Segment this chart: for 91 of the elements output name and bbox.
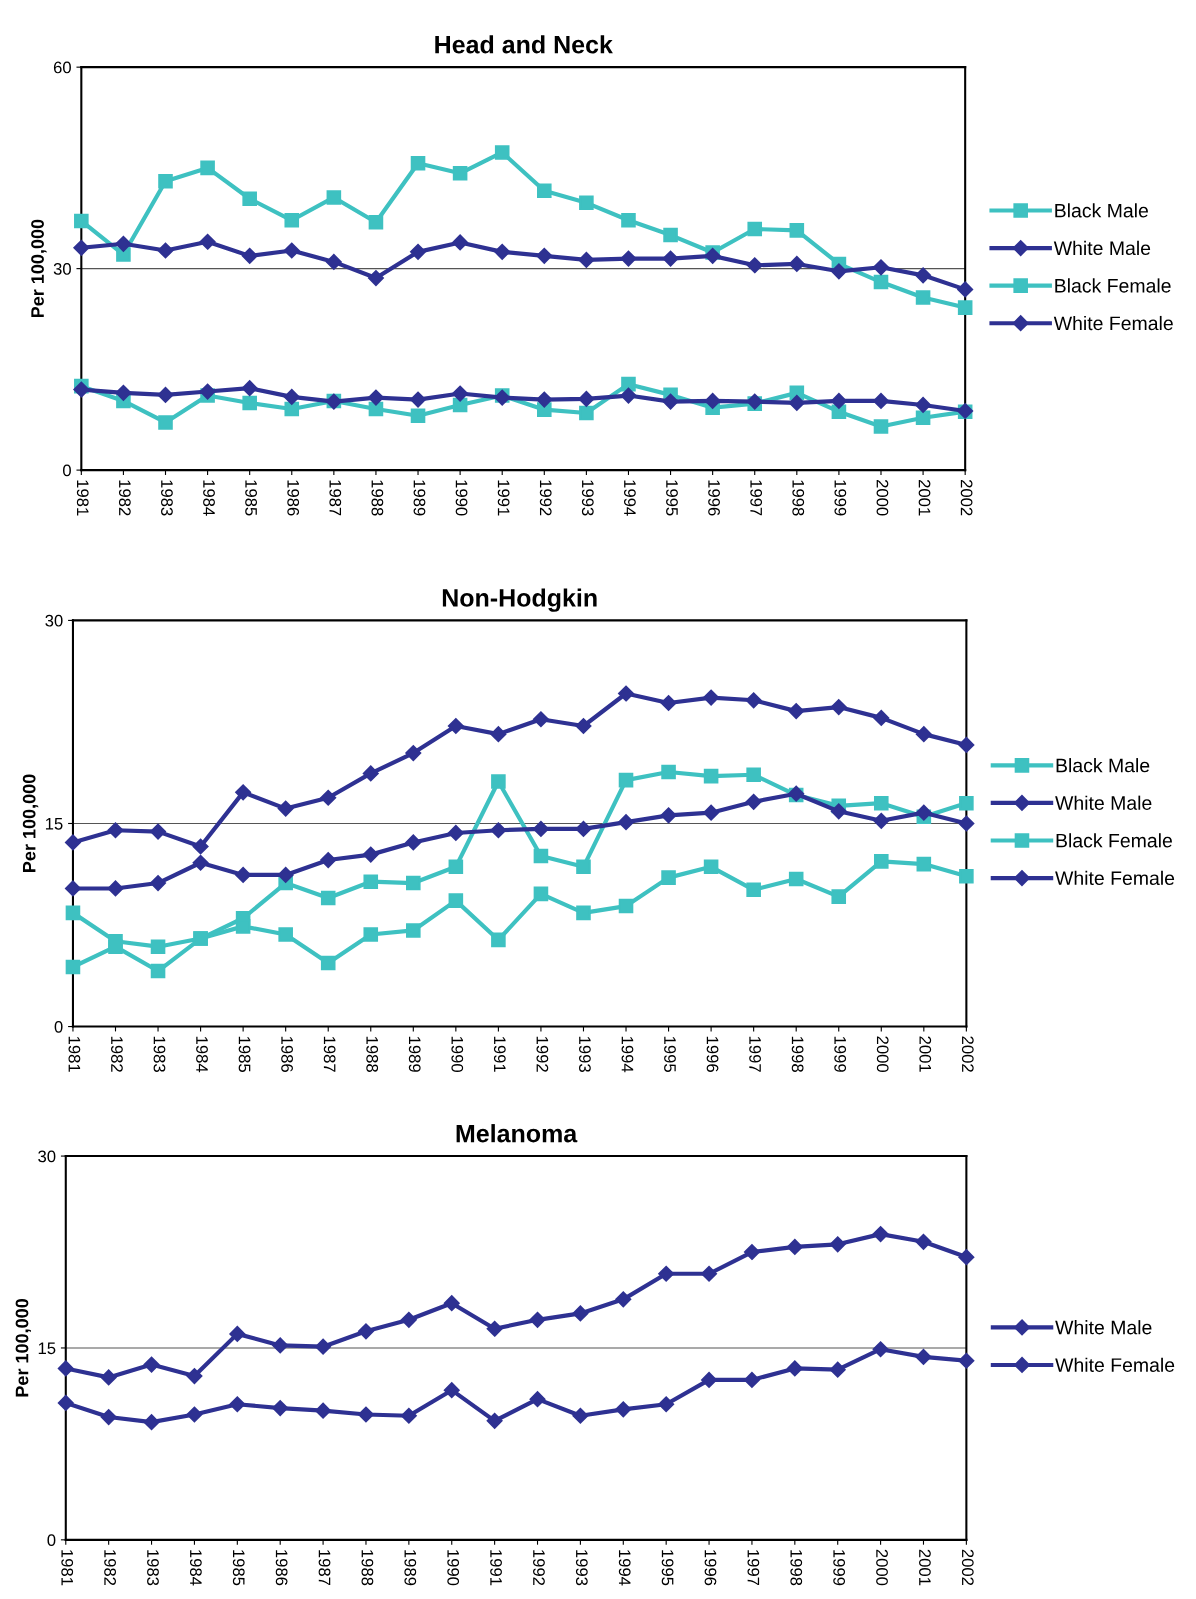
- x-tick-label: 1982: [111, 1036, 123, 1072]
- legend-label: White Male: [1053, 240, 1151, 256]
- legend-label: Black Female: [1056, 833, 1172, 848]
- y-tick-label: 0: [54, 1020, 63, 1033]
- x-tick-label: 1997: [747, 1550, 760, 1586]
- x-tick-label: 1991: [493, 1036, 506, 1072]
- x-tick-label: 2002: [960, 479, 973, 516]
- x-tick-label: 1993: [579, 1036, 591, 1072]
- x-tick-label: 1991: [497, 480, 510, 516]
- x-tick-label: 1984: [196, 1036, 208, 1073]
- y-tick-label: 30: [38, 1150, 56, 1163]
- x-tick-label: 1996: [706, 1036, 719, 1072]
- x-tick-label: 1997: [749, 1036, 761, 1072]
- y-tick-label: 0: [47, 1534, 56, 1547]
- x-tick-label: 1999: [834, 1036, 847, 1072]
- legend-label: White Female: [1053, 315, 1173, 331]
- x-tick-label: 1994: [618, 1550, 631, 1586]
- x-tick-label: 1996: [704, 1550, 717, 1586]
- x-tick-label: 1995: [666, 480, 678, 516]
- x-tick-label: 1985: [232, 1550, 245, 1586]
- chart-title: Melanoma: [456, 1124, 578, 1143]
- x-tick-label: 1986: [287, 480, 300, 516]
- x-tick-label: 1987: [323, 1036, 336, 1072]
- legend-label: White Male: [1055, 795, 1152, 810]
- x-tick-label: 2000: [876, 1549, 888, 1586]
- legend-label: White Male: [1055, 1320, 1152, 1335]
- x-tick-label: 1996: [708, 480, 720, 516]
- x-tick-label: 1995: [664, 1036, 676, 1072]
- x-tick-label: 2002: [961, 1549, 974, 1586]
- x-tick-label: 1992: [539, 480, 552, 516]
- y-tick-label: 15: [45, 818, 63, 830]
- chart-title: Head and Neck: [435, 35, 613, 54]
- x-tick-label: 1982: [118, 480, 131, 516]
- x-tick-label: 1992: [536, 1036, 549, 1072]
- x-tick-label: 1998: [792, 480, 805, 516]
- x-tick-label: 1998: [790, 1550, 803, 1586]
- x-tick-label: 1984: [203, 480, 215, 516]
- x-tick-label: 1981: [76, 480, 89, 516]
- legend-label: White Female: [1055, 870, 1175, 886]
- legend-label: Black Male: [1055, 203, 1148, 218]
- legend-label: Black Female: [1055, 278, 1171, 293]
- x-tick-label: 1999: [834, 480, 847, 516]
- x-tick-label: 2000: [876, 1036, 889, 1073]
- x-tick-label: 1998: [791, 1036, 804, 1072]
- x-tick-label: 1992: [533, 1550, 545, 1586]
- x-tick-label: 2001: [919, 1036, 932, 1072]
- y-tick-label: 0: [62, 464, 71, 477]
- y-tick-label: 30: [53, 263, 71, 275]
- legend-label: Black Male: [1056, 758, 1150, 773]
- x-tick-label: 1987: [329, 480, 342, 516]
- x-tick-label: 1983: [147, 1550, 159, 1586]
- x-tick-label: 1986: [281, 1036, 293, 1072]
- x-tick-label: 1989: [404, 1550, 417, 1586]
- x-tick-label: 1997: [750, 480, 763, 516]
- x-tick-label: 1990: [455, 480, 468, 516]
- x-tick-label: 2000: [876, 479, 889, 516]
- x-tick-label: 1999: [833, 1550, 846, 1586]
- x-tick-label: 1981: [61, 1550, 74, 1586]
- x-tick-label: 2002: [961, 1036, 974, 1072]
- x-tick-label: 1990: [451, 1036, 464, 1073]
- x-tick-label: 1988: [361, 1550, 374, 1586]
- y-axis-title: Per 100,000: [15, 1299, 32, 1397]
- x-tick-label: 1985: [238, 1036, 251, 1072]
- x-tick-label: 1994: [624, 480, 636, 516]
- x-tick-label: 2001: [919, 1549, 931, 1586]
- x-tick-label: 1982: [104, 1550, 116, 1586]
- x-tick-label: 1987: [318, 1550, 331, 1586]
- x-tick-label: 1983: [161, 480, 173, 516]
- y-tick-label: 60: [53, 61, 71, 74]
- y-tick-label: 30: [45, 614, 63, 627]
- x-tick-label: 1985: [245, 480, 258, 516]
- x-tick-label: 1988: [371, 480, 384, 516]
- x-tick-label: 1981: [68, 1036, 81, 1072]
- x-tick-label: 1986: [275, 1550, 288, 1586]
- x-tick-label: 1988: [366, 1036, 379, 1072]
- x-tick-label: 1995: [661, 1550, 674, 1586]
- x-tick-label: 1984: [189, 1550, 202, 1586]
- x-tick-label: 1983: [153, 1036, 166, 1072]
- legend-label: White Female: [1055, 1357, 1175, 1372]
- y-axis-title: Per 100,000: [22, 774, 39, 872]
- y-axis-title: Per 100,000: [31, 219, 47, 318]
- x-tick-label: 2001: [918, 479, 931, 516]
- x-tick-label: 1994: [621, 1036, 634, 1073]
- x-tick-label: 1990: [447, 1550, 460, 1586]
- x-tick-label: 1991: [490, 1550, 502, 1586]
- x-tick-label: 1993: [575, 1550, 588, 1586]
- x-tick-label: 1993: [581, 480, 594, 516]
- chart-title: Non-Hodgkin: [442, 588, 597, 612]
- x-tick-label: 1989: [408, 1036, 421, 1072]
- x-tick-label: 1989: [413, 480, 426, 516]
- y-tick-label: 15: [38, 1342, 56, 1355]
